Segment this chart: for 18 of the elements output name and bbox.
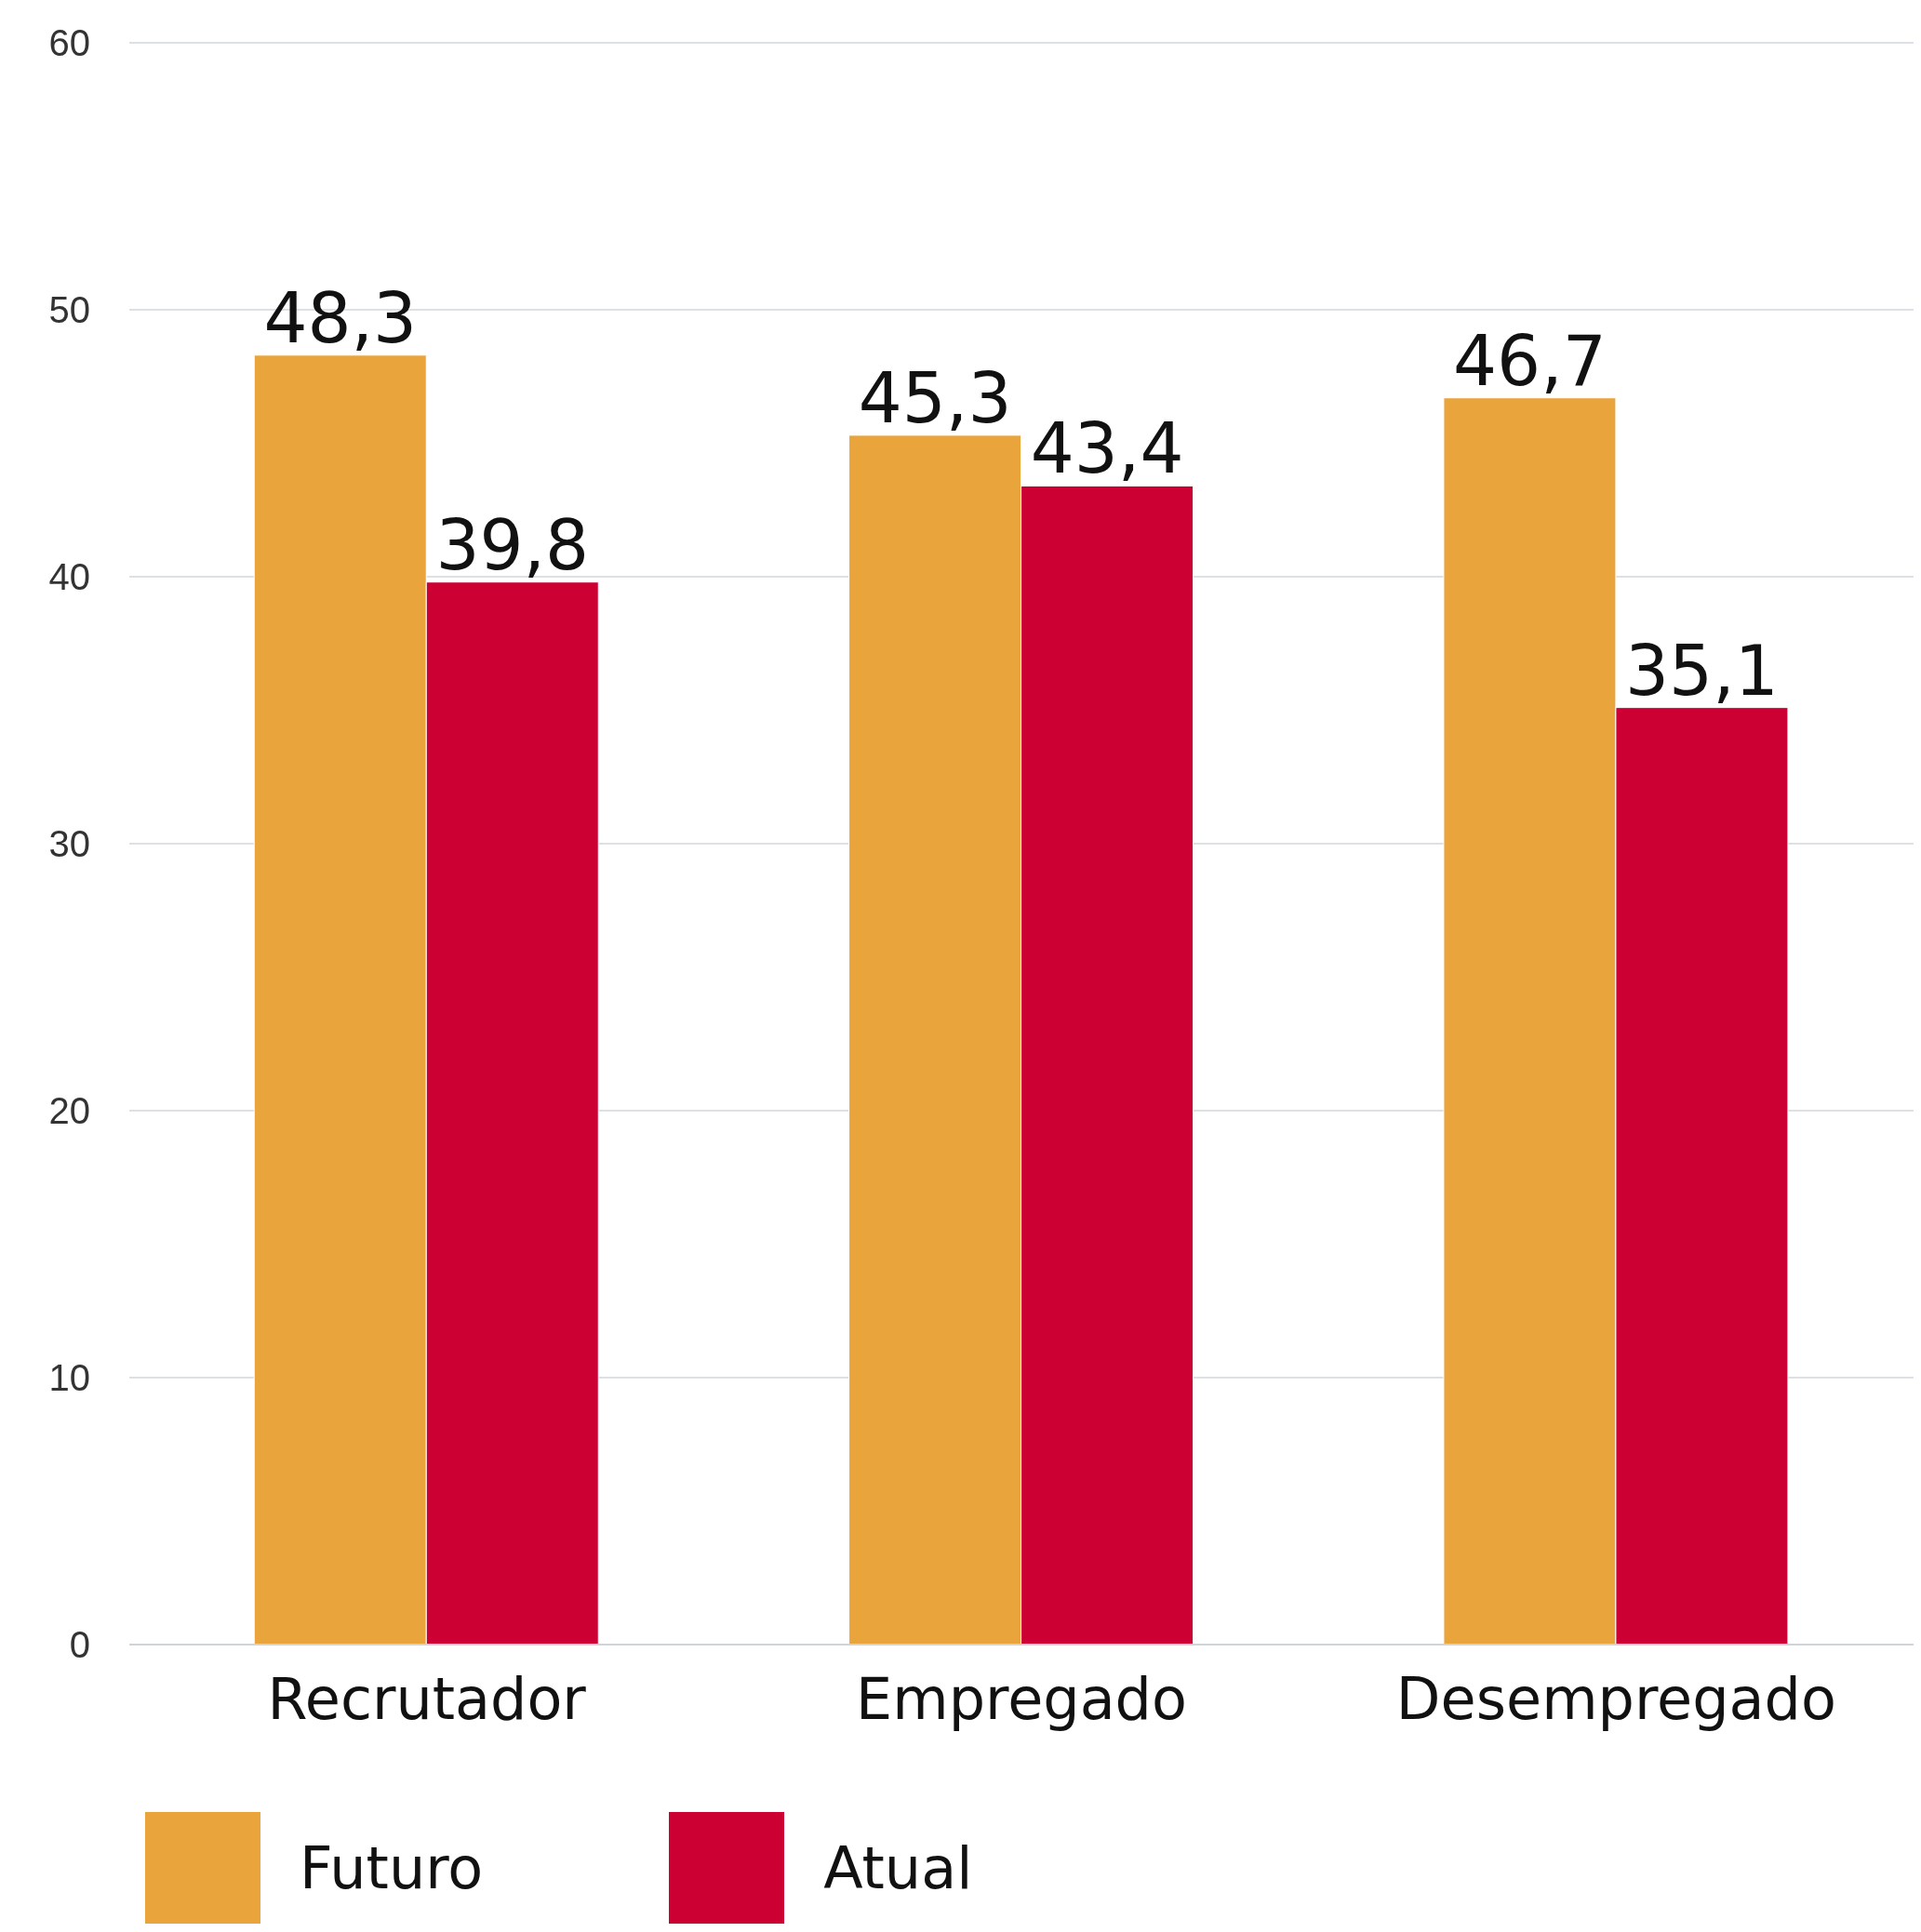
x-tick-label: Recrutador [267, 1665, 587, 1734]
data-label: 45,3 [858, 357, 1012, 438]
data-label: 35,1 [1625, 630, 1779, 711]
y-tick-label: 0 [69, 1624, 90, 1666]
x-tick-label: Empregado [856, 1665, 1187, 1734]
y-tick-label: 20 [48, 1090, 90, 1132]
y-tick-label: 30 [48, 823, 90, 865]
data-label: 46,7 [1453, 320, 1607, 401]
data-label: 43,4 [1030, 408, 1184, 489]
legend-label: Futuro [300, 1833, 484, 1902]
data-label: 48,3 [263, 277, 418, 358]
y-tick-label: 10 [48, 1357, 90, 1399]
y-tick-label: 40 [48, 556, 90, 598]
legend-label: Atual [823, 1833, 973, 1902]
y-tick-label: 50 [48, 289, 90, 331]
y-tick-label: 60 [48, 22, 90, 64]
data-label: 39,8 [435, 504, 590, 585]
x-tick-label: Desempregado [1395, 1665, 1836, 1734]
